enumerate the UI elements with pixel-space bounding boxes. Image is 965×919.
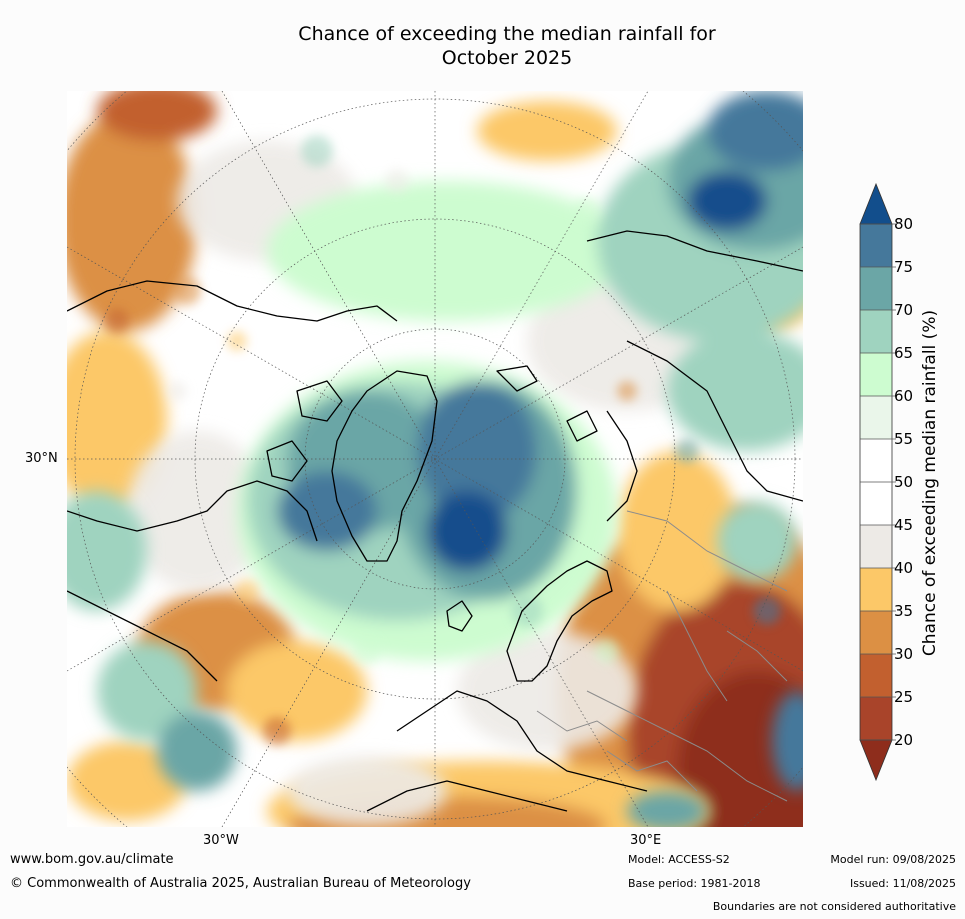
colorbar: 80 75 70 65 60 55 50 45 40 35 30 25 20 — [858, 182, 963, 782]
colorbar-tick-label: 80 — [894, 215, 913, 233]
colorbar-tick-label: 65 — [894, 344, 913, 362]
colorbar-tick-label: 40 — [894, 559, 913, 577]
colorbar-band — [860, 267, 892, 310]
footer-disclaimer: Boundaries are not considered authoritat… — [712, 900, 956, 913]
footer-base-period: Base period: 1981-2018 — [628, 877, 761, 890]
map-title: Chance of exceeding the median rainfall … — [0, 22, 965, 70]
colorbar-tick-label: 30 — [894, 645, 913, 663]
colorbar-tick-label: 35 — [894, 602, 913, 620]
footer-model: Model: ACCESS-S2 — [628, 853, 730, 866]
graticule — [67, 91, 803, 827]
footer-copyright: © Commonwealth of Australia 2025, Austra… — [10, 876, 471, 891]
forecast-map[interactable] — [67, 91, 803, 827]
colorbar-band — [860, 353, 892, 396]
lon-label-30w: 30°W — [203, 833, 239, 848]
coastlines — [67, 230, 803, 812]
title-line-1: Chance of exceeding the median rainfall … — [298, 23, 716, 45]
wet-anomaly-regions — [67, 91, 803, 827]
colorbar-band — [860, 525, 892, 568]
footer-website[interactable]: www.bom.gov.au/climate — [10, 852, 174, 867]
colorbar-tick-label: 45 — [894, 516, 913, 534]
colorbar-extend-high — [859, 182, 893, 225]
lat-label-30n: 30°N — [25, 451, 58, 466]
title-line-2: October 2025 — [441, 47, 573, 69]
footer-issued: Issued: 11/08/2025 — [849, 877, 956, 890]
colorbar-band — [860, 310, 892, 353]
political-boundaries — [536, 510, 788, 802]
colorbar-band — [860, 611, 892, 654]
colorbar-extend-low — [859, 739, 893, 782]
colorbar-band — [860, 439, 892, 482]
colorbar-band — [860, 697, 892, 740]
colorbar-tick-label: 25 — [894, 688, 913, 706]
colorbar-tick-label: 70 — [894, 301, 913, 319]
colorbar-band — [860, 654, 892, 697]
colorbar-tick-label: 20 — [894, 731, 913, 749]
footer-model-run: Model run: 09/08/2025 — [830, 853, 956, 866]
colorbar-tick-label: 60 — [894, 387, 913, 405]
colorbar-band — [860, 224, 892, 267]
colorbar-tick-label: 50 — [894, 473, 913, 491]
colorbar-band — [860, 568, 892, 611]
map-canvas — [67, 91, 803, 827]
colorbar-band — [860, 396, 892, 439]
colorbar-tick-label: 55 — [894, 430, 913, 448]
colorbar-graphic: 80 75 70 65 60 55 50 45 40 35 30 25 20 — [859, 182, 913, 782]
colorbar-tick-label: 75 — [894, 258, 913, 276]
lon-label-30e: 30°E — [630, 833, 662, 848]
colorbar-band — [860, 482, 892, 525]
